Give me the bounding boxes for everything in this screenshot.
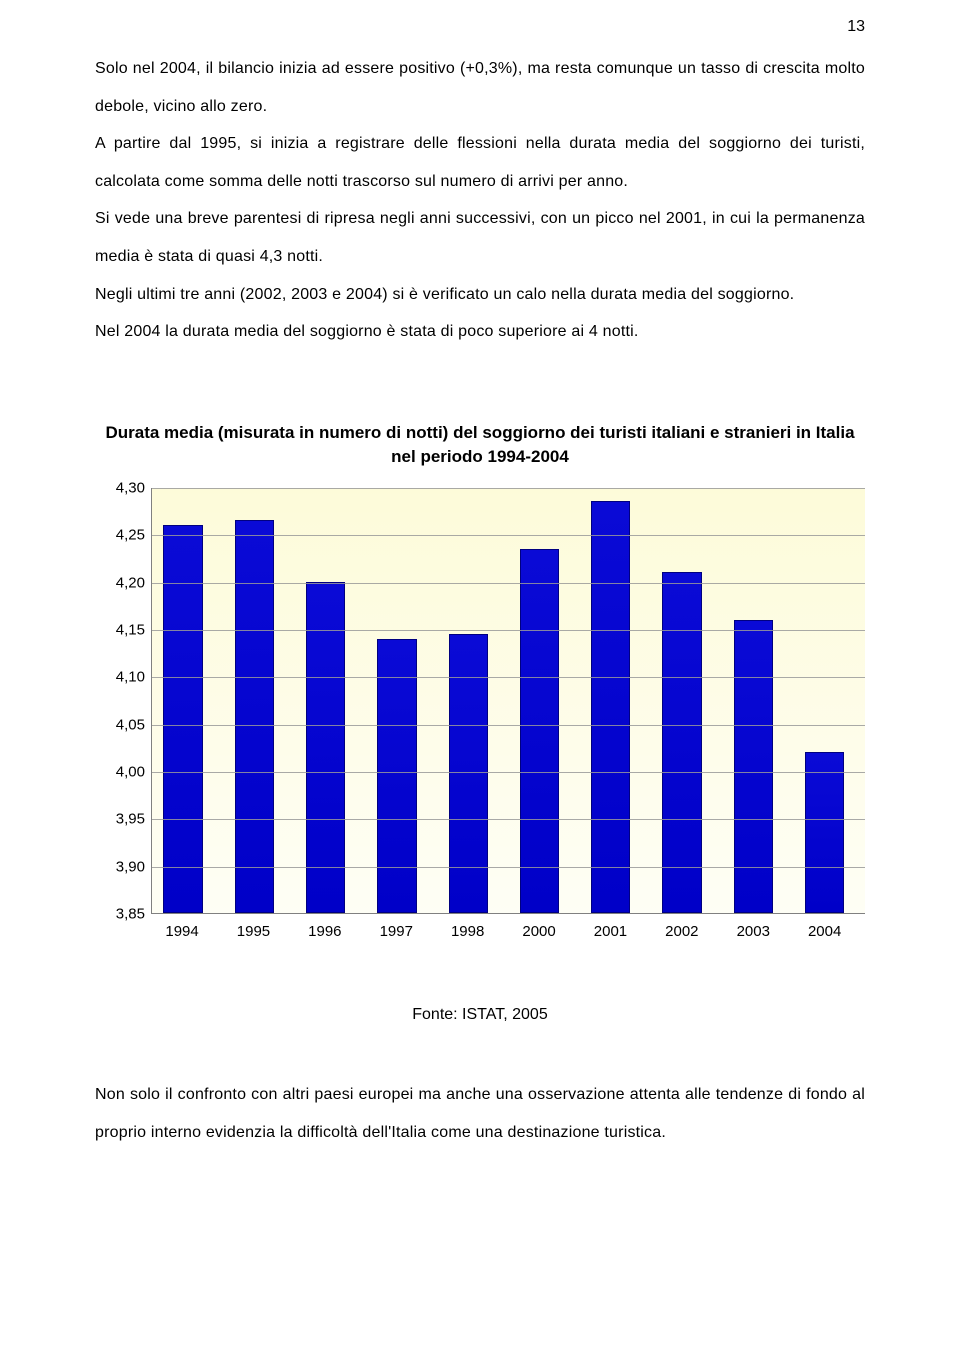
paragraph: Non solo il confronto con altri paesi eu… (95, 1076, 865, 1151)
gridline (152, 535, 865, 536)
bar-slot (152, 488, 223, 913)
body-text: Solo nel 2004, il bilancio inizia ad ess… (95, 50, 865, 351)
y-axis-label: 4,20 (95, 574, 145, 591)
bar-slot (223, 488, 294, 913)
paragraph: Negli ultimi tre anni (2002, 2003 e 2004… (95, 276, 865, 314)
y-axis-label: 4,10 (95, 669, 145, 686)
bar (449, 634, 488, 913)
gridline (152, 867, 865, 868)
bars-group (152, 488, 865, 913)
bar (662, 572, 701, 913)
paragraph: Solo nel 2004, il bilancio inizia ad ess… (95, 50, 865, 125)
y-axis-label: 4,05 (95, 716, 145, 733)
x-axis-label: 2001 (594, 923, 627, 940)
y-axis-label: 3,95 (95, 811, 145, 828)
lower-body-text: Non solo il confronto con altri paesi eu… (95, 1076, 865, 1151)
y-axis-label: 3,85 (95, 906, 145, 923)
chart-title: Durata media (misurata in numero di nott… (95, 421, 865, 470)
paragraph: Nel 2004 la durata media del soggiorno è… (95, 313, 865, 351)
gridline (152, 772, 865, 773)
x-axis-label: 1997 (380, 923, 413, 940)
paragraph: Si vede una breve parentesi di ripresa n… (95, 200, 865, 275)
plot-area (151, 488, 865, 914)
bar-slot (722, 488, 793, 913)
bar-slot (508, 488, 579, 913)
bar-slot (580, 488, 651, 913)
bar (235, 520, 274, 913)
chart-source: Fonte: ISTAT, 2005 (95, 1006, 865, 1024)
gridline (152, 819, 865, 820)
bar-slot (651, 488, 722, 913)
x-axis-label: 2004 (808, 923, 841, 940)
y-axis-label: 4,25 (95, 527, 145, 544)
bar-slot (366, 488, 437, 913)
x-axis-label: 2002 (665, 923, 698, 940)
page-content: Solo nel 2004, il bilancio inizia ad ess… (0, 0, 960, 1191)
gridline (152, 725, 865, 726)
gridline (152, 583, 865, 584)
paragraph: A partire dal 1995, si inizia a registra… (95, 125, 865, 200)
chart-container: Durata media (misurata in numero di nott… (95, 421, 865, 1024)
bar (805, 752, 844, 913)
page-number: 13 (847, 18, 865, 36)
x-axis-label: 2003 (737, 923, 770, 940)
gridline (152, 630, 865, 631)
bar (734, 620, 773, 913)
x-axis-label: 1994 (165, 923, 198, 940)
x-axis-label: 2000 (522, 923, 555, 940)
bar (591, 501, 630, 913)
x-axis-label: 1998 (451, 923, 484, 940)
y-axis-label: 4,00 (95, 764, 145, 781)
bar-slot (794, 488, 865, 913)
bar-slot (437, 488, 508, 913)
bar (306, 582, 345, 913)
x-axis-label: 1995 (237, 923, 270, 940)
x-axis-label: 1996 (308, 923, 341, 940)
bar (520, 549, 559, 913)
gridline (152, 677, 865, 678)
y-axis-label: 4,15 (95, 622, 145, 639)
bar-chart: 3,85 3,90 3,95 4,00 4,05 4,10 4,15 4,20 4,25 4,30… (95, 480, 865, 960)
gridline (152, 488, 865, 489)
bar (377, 639, 416, 914)
y-axis-label: 3,90 (95, 858, 145, 875)
y-axis-label: 4,30 (95, 480, 145, 497)
bar-slot (295, 488, 366, 913)
